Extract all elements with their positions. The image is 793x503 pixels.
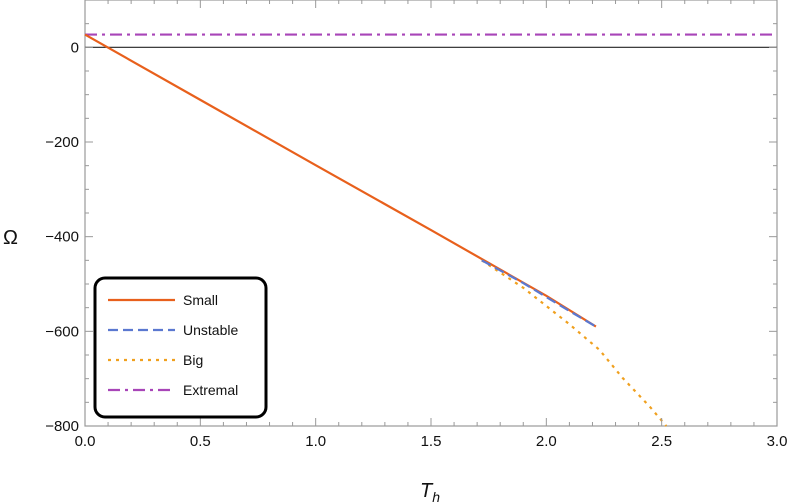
axis-ticks: 0.0 0.5 1.0 1.5 2.0 2.5 3.0 0 −200 −400 −600 −800 [45,0,787,450]
series-layer [84,33,777,427]
y-tick-label: −800 [45,418,79,435]
y-tick-label: −600 [45,323,79,340]
x-tick-label: 0.0 [75,433,96,450]
x-tick-label: 2.0 [536,433,557,450]
y-tick-label: 0 [71,39,79,56]
x-tick-label: 1.5 [421,433,442,450]
legend-label-unstable: Unstable [183,322,238,338]
y-tick-label: −400 [45,229,79,246]
series-unstable [481,259,597,328]
y-axis-label: Ω [3,227,18,249]
legend-label-small: Small [183,292,218,308]
x-tick-label: 3.0 [767,433,788,450]
y-tick-label: −200 [45,134,79,151]
legend-label-big: Big [183,352,203,368]
legend: Small Unstable Big Extremal [93,276,268,419]
series-big [481,259,668,427]
x-tick-label: 0.5 [190,433,211,450]
x-tick-label: 1.0 [305,433,326,450]
x-axis-label: Th [420,480,440,503]
legend-label-extremal: Extremal [183,382,238,398]
x-tick-label: 2.5 [651,433,672,450]
